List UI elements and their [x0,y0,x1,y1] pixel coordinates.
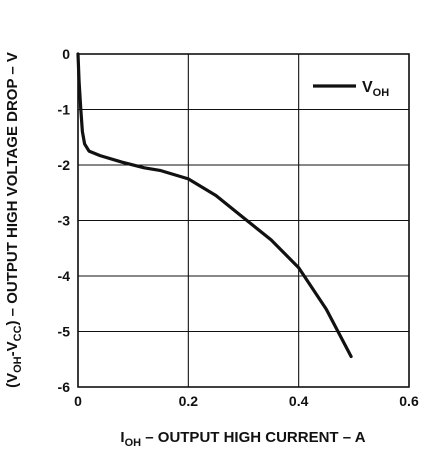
y-tick-label: -6 [58,379,71,395]
y-tick-label: -4 [58,268,71,284]
y-tick-label: -3 [58,213,71,229]
y-axis-ticks: 0 -1 -2 -3 -4 -5 -6 [58,46,71,395]
x-tick-label: 0.2 [179,393,199,409]
x-axis-title: IOH – OUTPUT HIGH CURRENT – A [120,429,365,449]
y-tick-label: -2 [58,157,71,173]
grid [77,53,410,388]
x-tick-label: 0.6 [399,393,419,409]
x-axis-ticks: 0 0.2 0.4 0.6 [74,393,419,409]
series-line-voh [76,52,353,359]
legend-label: VOH [362,79,389,99]
y-tick-label: -5 [58,324,71,340]
x-tick-label: 0.4 [289,393,309,409]
x-tick-label: 0 [74,393,82,409]
y-tick-label: 0 [62,46,70,62]
legend: VOH [313,79,389,99]
y-axis-title: (VOH-VCC) – OUTPUT HIGH VOLTAGE DROP – V [4,52,24,388]
plot-frame [77,53,410,388]
y-tick-label: -1 [58,102,71,118]
